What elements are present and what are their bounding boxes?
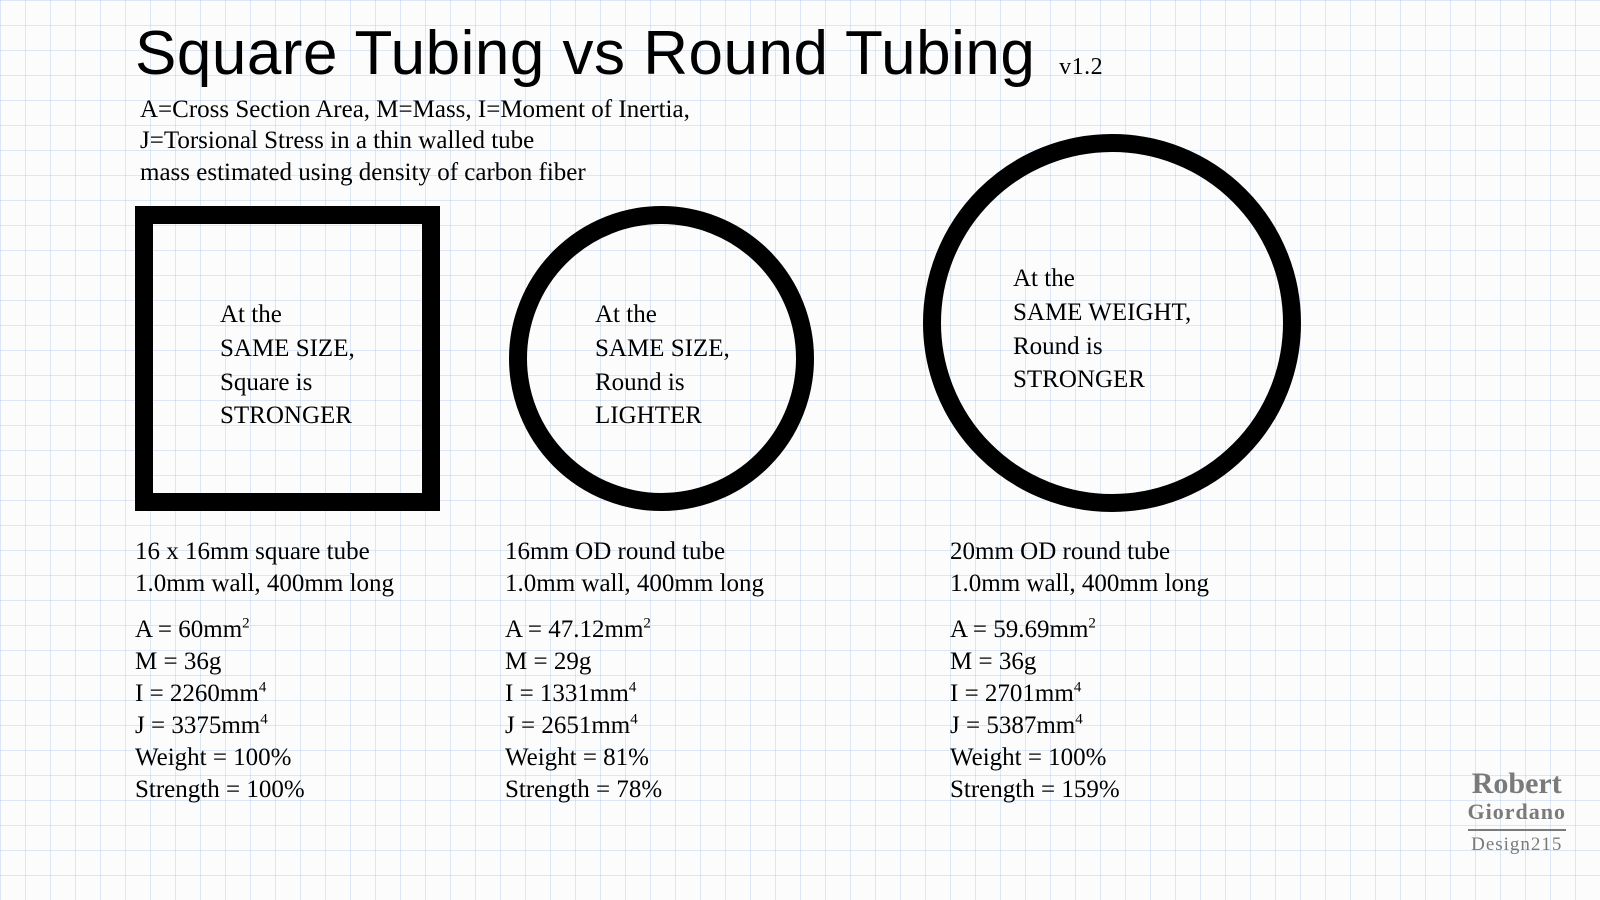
stat-J: J = 3375mm4 [135, 710, 305, 742]
stat-strength: Strength = 100% [135, 774, 305, 806]
dims-line: 20mm OD round tube [950, 536, 1209, 568]
version-label: v1.2 [1059, 54, 1103, 80]
stat-A: A = 59.69mm2 [950, 614, 1120, 646]
credit-divider [1468, 829, 1566, 831]
dims-line: 16 x 16mm square tube [135, 536, 394, 568]
shape-caption-line: SAME SIZE, [595, 332, 730, 366]
stat-I: I = 1331mm4 [505, 678, 662, 710]
stat-M: M = 36g [135, 646, 305, 678]
shape-caption-line: Round is [595, 366, 730, 400]
stat-M: M = 29g [505, 646, 662, 678]
stat-M: M = 36g [950, 646, 1120, 678]
dims-line: 1.0mm wall, 400mm long [135, 568, 394, 600]
stat-A: A = 60mm2 [135, 614, 305, 646]
shape-caption-line: At the [1013, 262, 1191, 296]
shape-dimensions: 16mm OD round tube1.0mm wall, 400mm long [505, 536, 764, 600]
shape-caption-line: LIGHTER [595, 399, 730, 433]
shape-caption: At theSAME SIZE,Square isSTRONGER [220, 298, 355, 433]
shape-caption-line: SAME SIZE, [220, 332, 355, 366]
title-text: Square Tubing vs Round Tubing [135, 19, 1035, 88]
stat-J: J = 2651mm4 [505, 710, 662, 742]
legend-line-3: mass estimated using density of carbon f… [140, 157, 690, 188]
stat-weight: Weight = 100% [950, 742, 1120, 774]
dims-line: 16mm OD round tube [505, 536, 764, 568]
shape-caption-line: At the [595, 298, 730, 332]
shape-caption: At theSAME WEIGHT,Round isSTRONGER [1013, 262, 1191, 397]
shape-caption-line: SAME WEIGHT, [1013, 296, 1191, 330]
stat-strength: Strength = 78% [505, 774, 662, 806]
page-title: Square Tubing vs Round Tubing v1.2 [135, 18, 1103, 89]
credit-block: Robert Giordano Design215 [1468, 769, 1566, 854]
stat-J: J = 5387mm4 [950, 710, 1120, 742]
shape-caption-line: STRONGER [1013, 363, 1191, 397]
stat-I: I = 2260mm4 [135, 678, 305, 710]
credit-first: Robert [1472, 767, 1562, 800]
stat-A: A = 47.12mm2 [505, 614, 662, 646]
stat-strength: Strength = 159% [950, 774, 1120, 806]
shape-caption-line: At the [220, 298, 355, 332]
shape-stats: A = 59.69mm2M = 36gI = 2701mm4J = 5387mm… [950, 614, 1120, 806]
legend-line-1: A=Cross Section Area, M=Mass, I=Moment o… [140, 94, 690, 125]
stat-I: I = 2701mm4 [950, 678, 1120, 710]
stat-weight: Weight = 100% [135, 742, 305, 774]
legend-block: A=Cross Section Area, M=Mass, I=Moment o… [140, 94, 690, 188]
legend-line-2: J=Torsional Stress in a thin walled tube [140, 125, 690, 156]
shape-dimensions: 20mm OD round tube1.0mm wall, 400mm long [950, 536, 1209, 600]
credit-last: Giordano [1468, 801, 1566, 823]
dims-line: 1.0mm wall, 400mm long [505, 568, 764, 600]
shape-dimensions: 16 x 16mm square tube1.0mm wall, 400mm l… [135, 536, 394, 600]
dims-line: 1.0mm wall, 400mm long [950, 568, 1209, 600]
stat-weight: Weight = 81% [505, 742, 662, 774]
shape-caption-line: Round is [1013, 330, 1191, 364]
shape-stats: A = 60mm2M = 36gI = 2260mm4J = 3375mm4We… [135, 614, 305, 806]
credit-brand: Design215 [1468, 835, 1566, 854]
shape-caption: At theSAME SIZE,Round isLIGHTER [595, 298, 730, 433]
shape-caption-line: STRONGER [220, 399, 355, 433]
shape-stats: A = 47.12mm2M = 29gI = 1331mm4J = 2651mm… [505, 614, 662, 806]
shape-caption-line: Square is [220, 366, 355, 400]
